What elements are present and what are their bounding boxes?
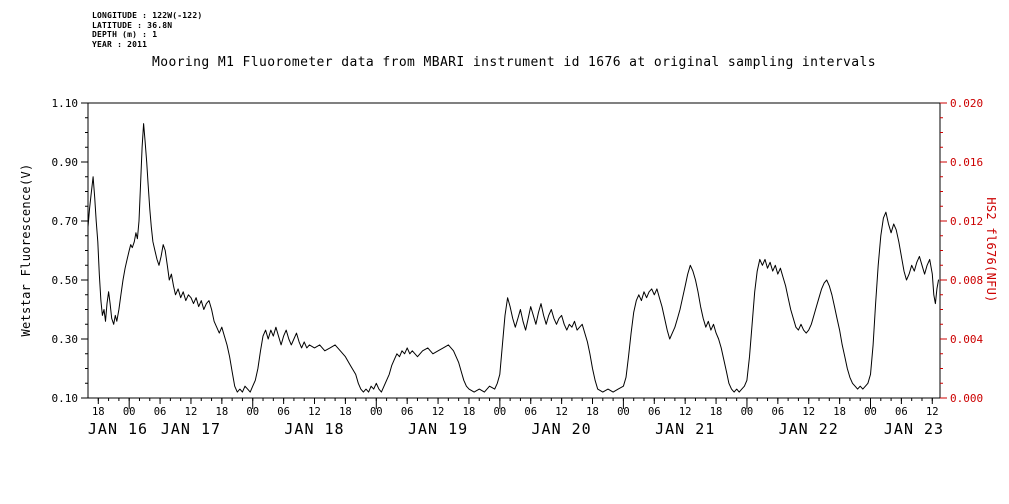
- x-hour-tick-label: 00: [494, 406, 507, 418]
- y-right-tick-label: 0.016: [950, 156, 983, 169]
- x-hour-tick-label: 06: [772, 406, 785, 418]
- y-left-tick-label: 1.10: [52, 97, 79, 110]
- x-hour-tick-label: 00: [617, 406, 630, 418]
- header-meta-block: LONGITUDE : 122W(-122) LATITUDE : 36.8N …: [92, 11, 202, 49]
- x-hour-tick-label: 06: [895, 406, 908, 418]
- x-hour-tick-label: 06: [277, 406, 290, 418]
- meta-year: YEAR : 2011: [92, 39, 148, 49]
- x-hour-tick-label: 06: [154, 406, 167, 418]
- x-hour-tick-label: 12: [308, 406, 321, 418]
- y-right-tick-label: 0.008: [950, 274, 983, 287]
- data-series: [87, 123, 939, 393]
- x-day-labels: JAN 16 JAN 17 JAN 18 JAN 19 JAN 20 JAN 21 JAN …: [88, 420, 944, 438]
- x-day-label: JAN 20: [532, 420, 592, 438]
- x-hour-tick-label: 18: [710, 406, 723, 418]
- x-hour-tick-label: 12: [185, 406, 198, 418]
- x-hour-tick-label: 12: [679, 406, 692, 418]
- x-hour-tick-label: 06: [648, 406, 661, 418]
- y-left-tick-label: 0.70: [52, 215, 79, 228]
- meta-depth: DEPTH (m) : 1: [92, 30, 158, 39]
- y-left-tick-label: 0.50: [52, 274, 79, 287]
- y-right-tick-label: 0.004: [950, 333, 983, 346]
- x-day-label: JAN 16: [88, 420, 148, 438]
- x-hour-tick-label: 12: [926, 406, 939, 418]
- x-hour-tick-label: 18: [92, 406, 105, 418]
- y-left-tick-label: 0.10: [52, 392, 79, 405]
- meta-longitude: LONGITUDE : 122W(-122): [92, 11, 203, 20]
- y-left-tick-label: 0.30: [52, 333, 79, 346]
- chart-title: Mooring M1 Fluorometer data from MBARI i…: [152, 55, 876, 70]
- y-right-tick-label: 0.020: [950, 97, 983, 110]
- x-day-label: JAN 22: [779, 420, 839, 438]
- x-hour-tick-label: 06: [401, 406, 414, 418]
- x-day-label: JAN 17: [161, 420, 221, 438]
- y-right-axis: 0.000 0.004 0.008 0.012 0.016 0.020: [940, 97, 983, 405]
- x-hour-tick-label: 00: [123, 406, 136, 418]
- plot-frame: [87, 102, 941, 399]
- x-day-label: JAN 21: [655, 420, 715, 438]
- x-hour-tick-label: 12: [802, 406, 815, 418]
- x-hour-tick-label: 18: [339, 406, 352, 418]
- x-hour-tick-label: 00: [370, 406, 383, 418]
- x-day-label: JAN 19: [408, 420, 468, 438]
- fluorescence-line: [87, 123, 939, 393]
- x-hour-tick-label: 18: [833, 406, 846, 418]
- x-hour-tick-label: 18: [586, 406, 599, 418]
- x-hour-tick-label: 18: [463, 406, 476, 418]
- meta-latitude: LATITUDE : 36.8N: [92, 20, 173, 30]
- x-hour-tick-label: 00: [864, 406, 877, 418]
- x-hour-tick-label: 00: [741, 406, 754, 418]
- x-hour-tick-label: 18: [216, 406, 229, 418]
- x-day-label: JAN 23: [884, 420, 944, 438]
- x-hour-tick-label: 00: [246, 406, 259, 418]
- x-day-label: JAN 18: [284, 420, 344, 438]
- x-hour-tick-label: 12: [555, 406, 568, 418]
- y-right-tick-label: 0.012: [950, 215, 983, 228]
- x-axis: 18 00 06 12 18 00 06 12 18 00 06 12 18 00 06 12 18 00 06 12…: [92, 398, 939, 418]
- x-hour-tick-label: 12: [432, 406, 445, 418]
- y-left-tick-label: 0.90: [52, 156, 79, 169]
- y-right-tick-label: 0.000: [950, 392, 983, 405]
- y-left-axis: 0.10 0.30 0.50 0.70 0.90 1.10: [52, 97, 88, 405]
- x-hour-tick-label: 06: [524, 406, 537, 418]
